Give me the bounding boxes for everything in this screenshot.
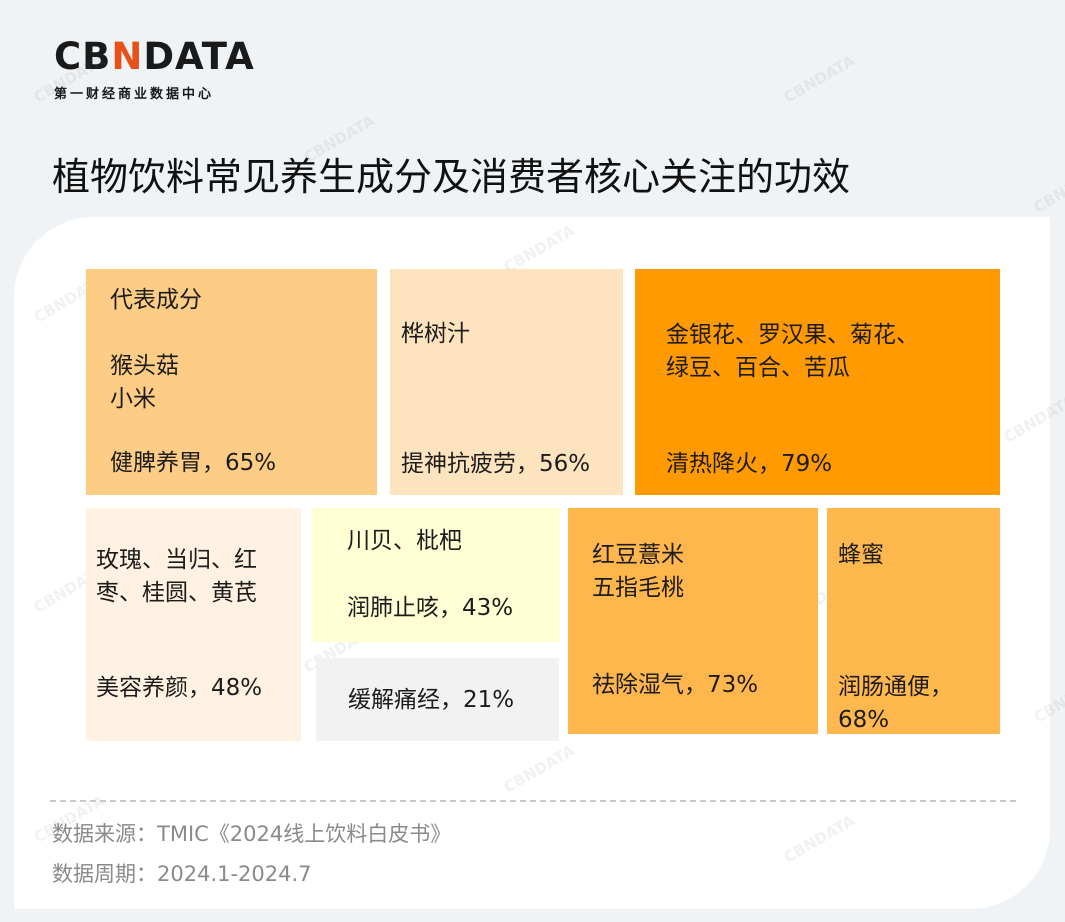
tile-3: 玫瑰、当归、红 枣、桂圆、黄芪 美容养颜，48% xyxy=(86,508,301,741)
tile-4: 川贝、枇杷 润肺止咳，43% xyxy=(312,508,560,642)
tile-7-value: 68% xyxy=(838,707,890,733)
tile-5-benefit-name: 缓解痛经 xyxy=(348,687,440,713)
tile-2-benefit-name: 清热降火 xyxy=(666,451,758,477)
tile-6-benefit-name: 祛除湿气 xyxy=(592,672,684,698)
tile-6-value: 73% xyxy=(707,672,759,698)
page-title: 植物饮料常见养生成分及消费者核心关注的功效 xyxy=(52,155,851,199)
tile-6: 红豆薏米 五指毛桃 祛除湿气，73% xyxy=(568,508,818,734)
logo-part1: CB xyxy=(54,35,112,78)
data-source: 数据来源：TMIC《2024线上饮料白皮书》 xyxy=(52,822,452,846)
tile-6-ingredients: 红豆薏米 五指毛桃 xyxy=(592,542,684,601)
tile-0-ingredients: 猴头菇 小米 xyxy=(110,353,179,412)
tile-4-value: 43% xyxy=(462,595,514,621)
tile-1-value: 56% xyxy=(539,451,591,477)
tile-2-ingredients: 金银花、罗汉果、菊花、 绿豆、百合、苦瓜 xyxy=(666,322,919,381)
tile-header-label: 代表成分 xyxy=(110,287,202,313)
tile-1-ingredients: 桦树汁 xyxy=(401,321,470,347)
watermark: CBNDATA xyxy=(1030,161,1065,217)
tile-2-value: 79% xyxy=(781,451,833,477)
tile-4-ingredients: 川贝、枇杷 xyxy=(347,528,462,554)
logo-accent: N xyxy=(111,35,144,78)
tile-7-ingredients: 蜂蜜 xyxy=(838,542,884,568)
tile-0-value: 65% xyxy=(225,450,277,476)
data-period: 数据周期：2024.1-2024.7 xyxy=(52,862,312,886)
tile-3-ingredients: 玫瑰、当归、红 枣、桂圆、黄芪 xyxy=(96,547,257,606)
watermark: CBNDATA xyxy=(780,51,858,107)
footer-divider xyxy=(50,800,1016,802)
tile-1-benefit-name: 提神抗疲劳 xyxy=(401,451,516,477)
tile-7-benefit: 润肠通便，68% xyxy=(838,674,953,733)
brand-logo: CBNDATA 第一财经商业数据中心 xyxy=(54,38,255,102)
logo-tagline: 第一财经商业数据中心 xyxy=(54,87,215,102)
tile-3-benefit: 美容养颜，48% xyxy=(96,675,263,701)
tile-0: 代表成分 猴头菇 小米 健脾养胃，65% xyxy=(86,269,377,495)
tile-5-value: 21% xyxy=(463,687,515,713)
tile-2: 金银花、罗汉果、菊花、 绿豆、百合、苦瓜 清热降火，79% xyxy=(635,269,1000,495)
tile-5-benefit: 缓解痛经，21% xyxy=(348,687,515,713)
tile-1-benefit: 提神抗疲劳，56% xyxy=(401,451,591,477)
tile-2-benefit: 清热降火，79% xyxy=(666,451,833,477)
tile-7: 蜂蜜 润肠通便，68% xyxy=(827,508,1000,734)
tile-6-benefit: 祛除湿气，73% xyxy=(592,672,759,698)
tile-4-benefit-name: 润肺止咳 xyxy=(347,595,439,621)
tile-3-benefit-name: 美容养颜 xyxy=(96,675,188,701)
tile-0-benefit: 健脾养胃，65% xyxy=(110,450,277,476)
tile-3-value: 48% xyxy=(211,675,263,701)
tile-4-benefit: 润肺止咳，43% xyxy=(347,595,514,621)
tile-0-benefit-name: 健脾养胃 xyxy=(110,450,202,476)
tile-1: 桦树汁 提神抗疲劳，56% xyxy=(390,269,623,495)
tile-5: 缓解痛经，21% xyxy=(316,658,559,741)
logo-part2: DATA xyxy=(143,35,255,78)
logo-wordmark: CBNDATA xyxy=(54,38,255,75)
tile-7-benefit-name: 润肠通便 xyxy=(838,674,930,700)
